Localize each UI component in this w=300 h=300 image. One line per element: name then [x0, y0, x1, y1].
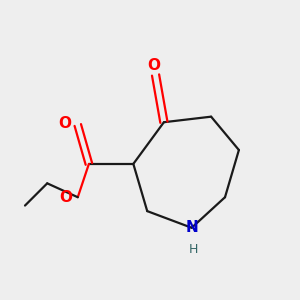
Text: O: O [148, 58, 161, 73]
Text: O: O [59, 116, 72, 131]
Text: H: H [188, 243, 198, 256]
Text: O: O [59, 190, 72, 205]
Text: N: N [185, 220, 198, 235]
